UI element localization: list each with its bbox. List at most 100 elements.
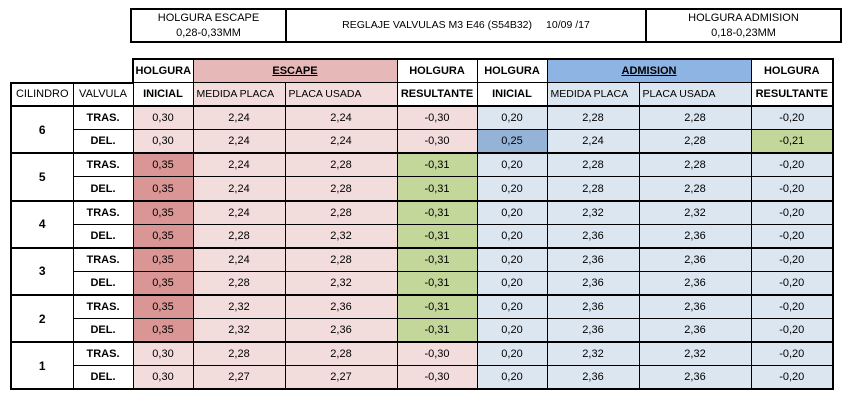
- escape-spec-title: HOLGURA ESCAPE: [157, 11, 260, 24]
- admision-medida-placa: 2,24: [546, 129, 640, 155]
- admision-placa-usada: 2,36: [638, 294, 752, 320]
- admision-initial: 0,20: [476, 294, 548, 320]
- escape-initial: 0,35: [132, 270, 194, 296]
- admision-result: -0,20: [750, 247, 834, 272]
- admision-placa-usada: 2,36: [638, 223, 752, 249]
- admision-medida-placa: 2,36: [546, 318, 640, 344]
- admision-result: -0,20: [750, 176, 834, 202]
- admision-placa-usada: 2,36: [638, 365, 752, 391]
- header-admision-placa-usada: PLACA USADA: [638, 82, 752, 107]
- escape-medida-placa: 2,32: [192, 318, 286, 344]
- admision-initial: 0,25: [476, 129, 548, 155]
- admision-placa-usada: 2,28: [638, 105, 752, 131]
- escape-placa-usada: 2,28: [284, 176, 398, 202]
- escape-placa-usada: 2,27: [284, 365, 398, 391]
- admision-result: -0,20: [750, 152, 834, 178]
- cylinder-number: 2: [10, 294, 74, 344]
- escape-medida-placa: 2,24: [192, 129, 286, 155]
- admision-medida-placa: 2,28: [546, 152, 640, 178]
- escape-medida-placa: 2,32: [192, 294, 286, 320]
- escape-initial: 0,35: [132, 152, 194, 178]
- table-row: 4 TRAS. 0,35 2,24 2,28 -0,31 0,20 2,32 2…: [10, 200, 834, 249]
- valve-label: TRAS.: [72, 200, 134, 225]
- escape-medida-placa: 2,24: [192, 152, 286, 178]
- escape-result: -0,31: [396, 294, 478, 320]
- cylinder-number: 4: [10, 200, 74, 249]
- admision-initial: 0,20: [476, 152, 548, 178]
- admision-medida-placa: 2,36: [546, 247, 640, 272]
- admision-medida-placa: 2,28: [546, 105, 640, 131]
- admision-result: -0,20: [750, 365, 834, 391]
- header-admision-inicial: INICIAL: [476, 82, 548, 107]
- escape-initial: 0,35: [132, 200, 194, 225]
- admision-placa-usada: 2,28: [638, 176, 752, 202]
- table-row: 1 TRAS. 0,30 2,28 2,28 -0,30 0,20 2,32 2…: [10, 341, 834, 391]
- escape-placa-usada: 2,28: [284, 200, 398, 225]
- admision-initial: 0,20: [476, 223, 548, 249]
- valve-label: DEL.: [72, 176, 134, 202]
- escape-medida-placa: 2,28: [192, 223, 286, 249]
- header-escape-holgura-res: HOLGURA: [396, 58, 478, 84]
- header-escape-inicial: INICIAL: [132, 82, 194, 107]
- header-escape: ESCAPE: [192, 58, 398, 84]
- admision-medida-placa: 2,36: [546, 270, 640, 296]
- escape-initial: 0,30: [132, 105, 194, 131]
- admision-initial: 0,20: [476, 341, 548, 367]
- admision-result: -0,20: [750, 318, 834, 344]
- admision-spec-range: 0,18-0,23MM: [711, 26, 776, 39]
- valve-label: TRAS.: [72, 294, 134, 320]
- admision-placa-usada: 2,36: [638, 318, 752, 344]
- header-escape-placa-usada: PLACA USADA: [284, 82, 398, 107]
- escape-placa-usada: 2,36: [284, 318, 398, 344]
- table-row: DEL. 0,35 2,32 2,36 -0,31 0,20 2,36 2,36…: [11, 318, 834, 344]
- sheet-date: 10/09 /17: [546, 19, 590, 31]
- valve-clearance-table: HOLGURA ESCAPE HOLGURA HOLGURA ADMISION …: [10, 58, 834, 391]
- escape-result: -0,31: [396, 318, 478, 344]
- table-row: DEL. 0,30 2,27 2,27 -0,30 0,20 2,36 2,36…: [11, 365, 834, 391]
- escape-initial: 0,35: [132, 318, 194, 344]
- admision-placa-usada: 2,32: [638, 200, 752, 225]
- escape-medida-placa: 2,27: [192, 365, 286, 391]
- escape-initial: 0,30: [132, 365, 194, 391]
- escape-spec-range: 0,28-0,33MM: [176, 26, 241, 39]
- escape-placa-usada: 2,24: [284, 129, 398, 155]
- escape-result: -0,31: [396, 200, 478, 225]
- table-row: 2 TRAS. 0,35 2,32 2,36 -0,31 0,20 2,36 2…: [10, 294, 834, 344]
- header-cilindro: CILINDRO: [10, 81, 74, 107]
- admision-placa-usada: 2,28: [638, 129, 752, 155]
- admision-initial: 0,20: [476, 105, 548, 131]
- header-admision-holgura: HOLGURA: [476, 58, 548, 84]
- escape-medida-placa: 2,24: [192, 247, 286, 272]
- cylinder-number: 6: [10, 105, 74, 155]
- valve-label: DEL.: [72, 365, 134, 391]
- escape-medida-placa: 2,24: [192, 176, 286, 202]
- cylinder-number: 3: [10, 247, 74, 296]
- valve-label: TRAS.: [72, 341, 134, 367]
- escape-placa-usada: 2,36: [284, 294, 398, 320]
- escape-result: -0,31: [396, 176, 478, 202]
- table-row: DEL. 0,35 2,28 2,32 -0,31 0,20 2,36 2,36…: [11, 223, 834, 249]
- escape-result: -0,30: [396, 129, 478, 155]
- admision-placa-usada: 2,36: [638, 270, 752, 296]
- admision-initial: 0,20: [476, 176, 548, 202]
- admision-spec-box: HOLGURA ADMISION 0,18-0,23MM: [645, 8, 842, 43]
- escape-placa-usada: 2,28: [284, 341, 398, 367]
- admision-initial: 0,20: [476, 318, 548, 344]
- escape-initial: 0,35: [132, 223, 194, 249]
- escape-result: -0,31: [396, 270, 478, 296]
- table-row: 3 TRAS. 0,35 2,24 2,28 -0,31 0,20 2,36 2…: [10, 247, 834, 296]
- escape-result: -0,30: [396, 365, 478, 391]
- admision-placa-usada: 2,32: [638, 341, 752, 367]
- header-admision-medida-placa: MEDIDA PLACA: [546, 82, 640, 107]
- table-row: DEL. 0,35 2,28 2,32 -0,31 0,20 2,36 2,36…: [11, 270, 834, 296]
- cylinder-number: 1: [10, 341, 74, 391]
- header-spacer: [73, 59, 133, 83]
- escape-initial: 0,30: [132, 129, 194, 155]
- admision-medida-placa: 2,36: [546, 365, 640, 391]
- admision-result: -0,20: [750, 223, 834, 249]
- admision-medida-placa: 2,36: [546, 223, 640, 249]
- escape-placa-usada: 2,28: [284, 152, 398, 178]
- table-row: DEL. 0,35 2,24 2,28 -0,31 0,20 2,28 2,28…: [11, 176, 834, 202]
- table-row: 5 TRAS. 0,35 2,24 2,28 -0,31 0,20 2,28 2…: [10, 152, 834, 202]
- header-spacer: [11, 59, 73, 83]
